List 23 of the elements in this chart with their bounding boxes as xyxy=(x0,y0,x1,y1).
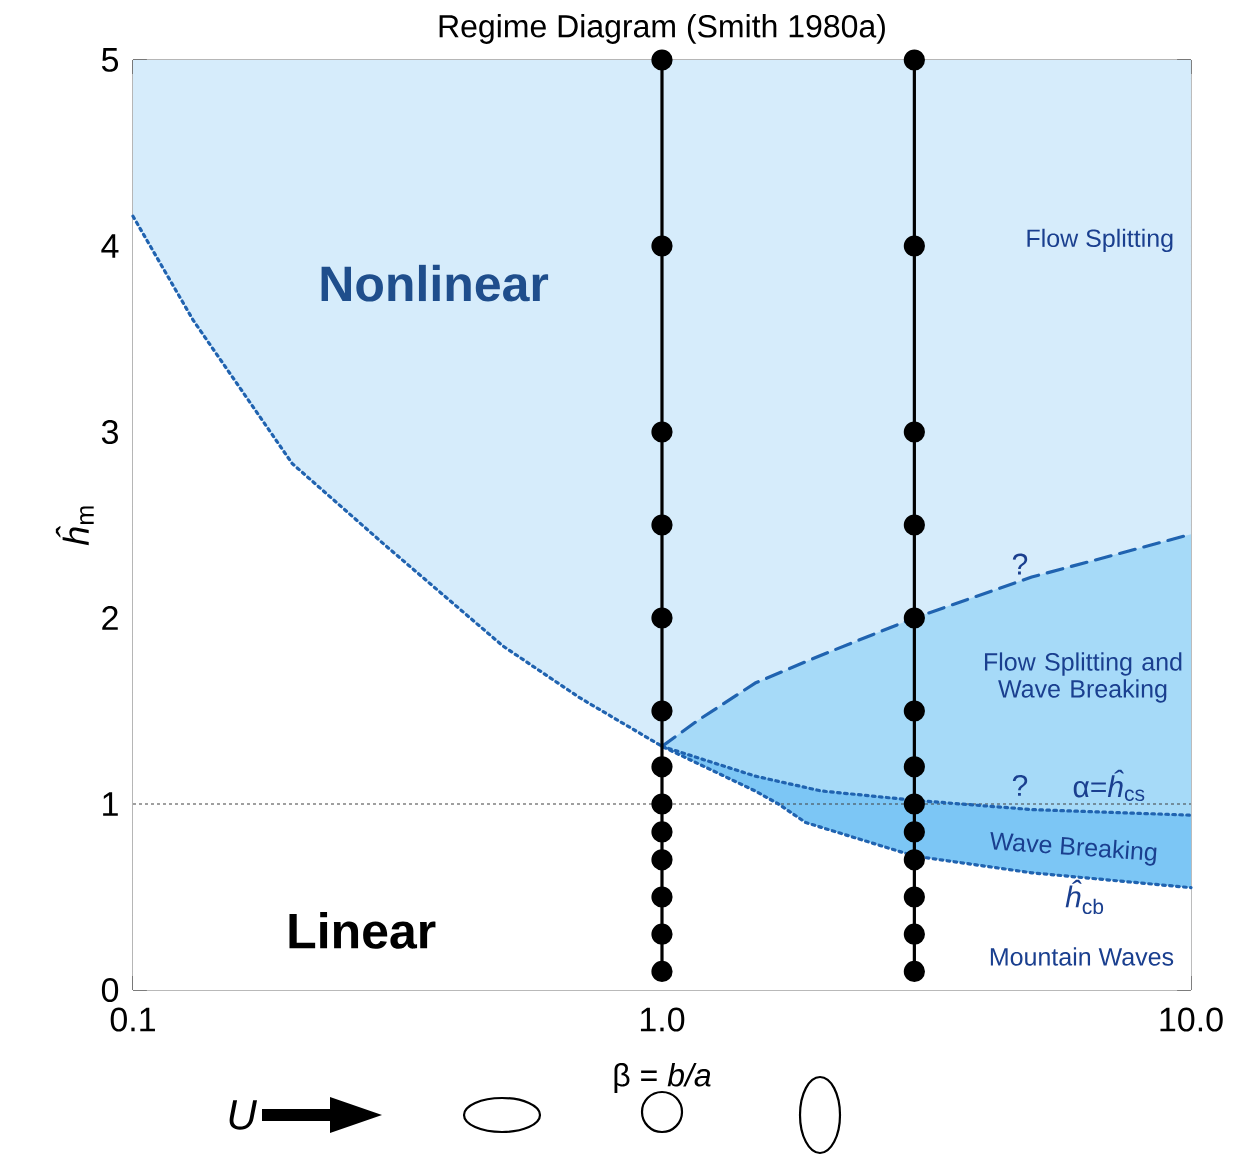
annotation: Mountain Waves xyxy=(990,947,1174,966)
x-axis-title: β = b/a xyxy=(614,1063,711,1093)
annotation: Wave Breaking xyxy=(990,832,1157,866)
annotation: Flow Splitting xyxy=(1027,228,1173,253)
y-axis-title: ĥ$_{m}$ xyxy=(55,506,94,546)
y-tick-label: 1 xyxy=(103,792,118,816)
annotation: Nonlinear xyxy=(321,264,549,302)
chart-title: Regime Diagram (Smith 1980a) xyxy=(439,14,885,44)
y-tick-label: 5 xyxy=(101,48,119,72)
annotation: ĥ$_{cb}$ xyxy=(1065,879,1104,915)
annotation: ? xyxy=(1012,553,1028,575)
y-tick-label: 4 xyxy=(101,234,119,258)
annotation: Flow Splitting and Wave Breaking xyxy=(984,652,1182,703)
annotation: ? xyxy=(1012,774,1028,796)
x-tick-label: 0.1 xyxy=(110,1007,155,1032)
y-tick-label: 2 xyxy=(102,606,118,630)
x-tick-label: 10.0 xyxy=(1160,1007,1223,1032)
text: U xyxy=(229,1100,258,1130)
x-tick-label: 1.0 xyxy=(640,1007,685,1032)
annotation: Linear xyxy=(289,912,436,949)
y-tick-label: 0 xyxy=(101,977,119,1003)
y-tick-label: 3 xyxy=(101,419,118,445)
annotation: α=ĥ$_{cs}$ xyxy=(1073,769,1145,802)
